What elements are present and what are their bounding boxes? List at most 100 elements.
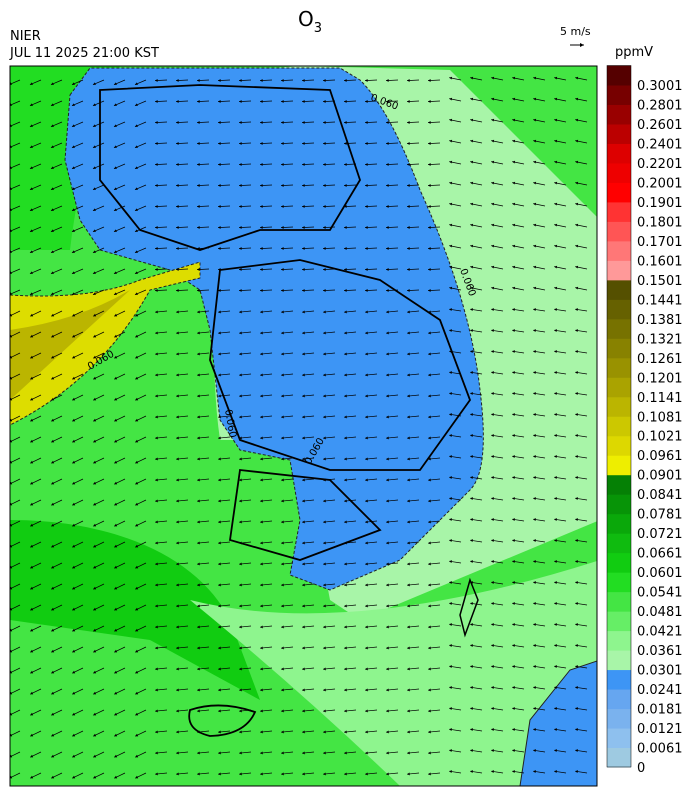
- colorbar-swatch: [607, 455, 631, 476]
- wind-arrowhead: [29, 292, 33, 295]
- wind-arrowhead: [135, 733, 139, 737]
- wind-arrowhead: [386, 247, 389, 250]
- wind-arrowhead: [302, 457, 305, 461]
- wind-arrowhead: [470, 181, 474, 185]
- wind-arrowhead: [281, 709, 284, 713]
- wind-arrowhead: [323, 457, 326, 461]
- wind-arrowhead: [575, 602, 578, 606]
- wind-arrowhead: [575, 518, 578, 522]
- wind-arrowhead: [71, 166, 75, 169]
- wind-arrowhead: [365, 583, 368, 587]
- wind-arrowhead: [407, 142, 410, 145]
- wind-arrowhead: [344, 331, 347, 335]
- colorbar-label: 0.3001: [637, 79, 683, 94]
- colorbar-swatch: [607, 533, 631, 554]
- wind-arrowhead: [344, 604, 347, 608]
- wind-arrowhead: [72, 460, 76, 464]
- wind-arrowhead: [428, 709, 431, 713]
- wind-arrowhead: [135, 565, 139, 569]
- colorbar-swatch: [607, 669, 631, 690]
- wind-arrowhead: [323, 289, 326, 292]
- wind-arrowhead: [155, 583, 158, 587]
- colorbar-swatch: [607, 708, 631, 729]
- wind-arrowhead: [260, 730, 263, 734]
- wind-arrowhead: [512, 265, 516, 269]
- wind-arrowhead: [10, 376, 13, 380]
- wind-arrowhead: [281, 310, 284, 314]
- wind-arrowhead: [407, 667, 410, 671]
- wind-arrowhead: [533, 350, 536, 354]
- colorbar-label: 0: [637, 761, 645, 776]
- wind-arrowhead: [302, 205, 305, 208]
- wind-arrowhead: [176, 583, 179, 587]
- wind-arrowhead: [428, 646, 431, 650]
- colorbar-swatch: [607, 650, 631, 671]
- wind-arrowhead: [114, 460, 118, 464]
- wind-arrowhead: [51, 481, 55, 485]
- wind-arrowhead: [134, 187, 138, 190]
- wind-arrowhead: [449, 139, 453, 143]
- wind-arrowhead: [10, 334, 13, 338]
- title: O3: [298, 7, 322, 36]
- wind-arrowhead: [50, 82, 54, 85]
- wind-arrowhead: [428, 541, 431, 545]
- wind-arrowhead: [365, 331, 368, 335]
- wind-arrowhead: [386, 142, 389, 145]
- wind-arrowhead: [302, 79, 305, 82]
- colorbar-swatch: [607, 182, 631, 203]
- wind-arrowhead: [176, 163, 179, 166]
- wind-arrowhead: [155, 730, 158, 734]
- wind-arrowhead: [155, 163, 158, 166]
- wind-arrowhead: [197, 751, 200, 755]
- wind-arrowhead: [72, 733, 76, 737]
- wind-arrowhead: [113, 145, 117, 148]
- low-ozone-land: [64, 67, 484, 591]
- wind-arrowhead: [470, 308, 473, 312]
- wind-arrowhead: [407, 331, 410, 335]
- wind-arrowhead: [10, 397, 13, 401]
- wind-arrowhead: [323, 541, 326, 545]
- wind-arrowhead: [155, 751, 158, 755]
- wind-arrowhead: [239, 415, 242, 419]
- wind-arrowhead: [155, 667, 158, 671]
- wind-arrowhead: [239, 520, 242, 524]
- wind-arrowhead: [93, 376, 97, 380]
- wind-arrowhead: [554, 97, 558, 101]
- wind-arrowhead: [218, 520, 221, 524]
- wind-arrowhead: [51, 397, 55, 401]
- wind-arrowhead: [491, 160, 495, 164]
- wind-arrowhead: [239, 541, 242, 545]
- wind-arrowhead: [30, 586, 34, 590]
- wind-arrowhead: [113, 229, 117, 232]
- wind-arrowhead: [72, 481, 76, 485]
- wind-arrowhead: [323, 499, 326, 503]
- wind-arrowhead: [29, 187, 33, 190]
- wind-arrowhead: [51, 460, 55, 464]
- wind-arrowhead: [93, 565, 97, 569]
- colorbar-swatch: [607, 104, 631, 125]
- wind-arrowhead: [302, 604, 305, 608]
- wind-arrowhead: [92, 103, 96, 106]
- wind-arrowhead: [155, 184, 158, 187]
- wind-arrowhead: [176, 352, 179, 356]
- wind-arrowhead: [449, 265, 453, 269]
- wind-arrowhead: [512, 286, 516, 290]
- wind-arrowhead: [176, 79, 179, 82]
- wind-arrowhead: [386, 457, 389, 461]
- wind-arrowhead: [113, 103, 117, 106]
- wind-arrowhead: [114, 418, 118, 422]
- wind-arrowhead: [365, 310, 368, 314]
- wind-arrowhead: [533, 181, 537, 185]
- wind-arrowhead: [428, 730, 431, 734]
- wind-arrowhead: [30, 439, 34, 443]
- wind-arrowhead: [71, 229, 75, 232]
- wind-arrowhead: [51, 691, 55, 695]
- wind-arrowhead: [135, 775, 139, 779]
- wind-arrowhead: [512, 476, 515, 480]
- colorbar-swatch: [607, 689, 631, 710]
- wind-arrowhead: [428, 604, 431, 608]
- plume-core: [10, 290, 130, 400]
- wind-arrowhead: [386, 562, 389, 566]
- colorbar-label: 0.0121: [637, 722, 683, 737]
- colorbar-swatch: [607, 591, 631, 612]
